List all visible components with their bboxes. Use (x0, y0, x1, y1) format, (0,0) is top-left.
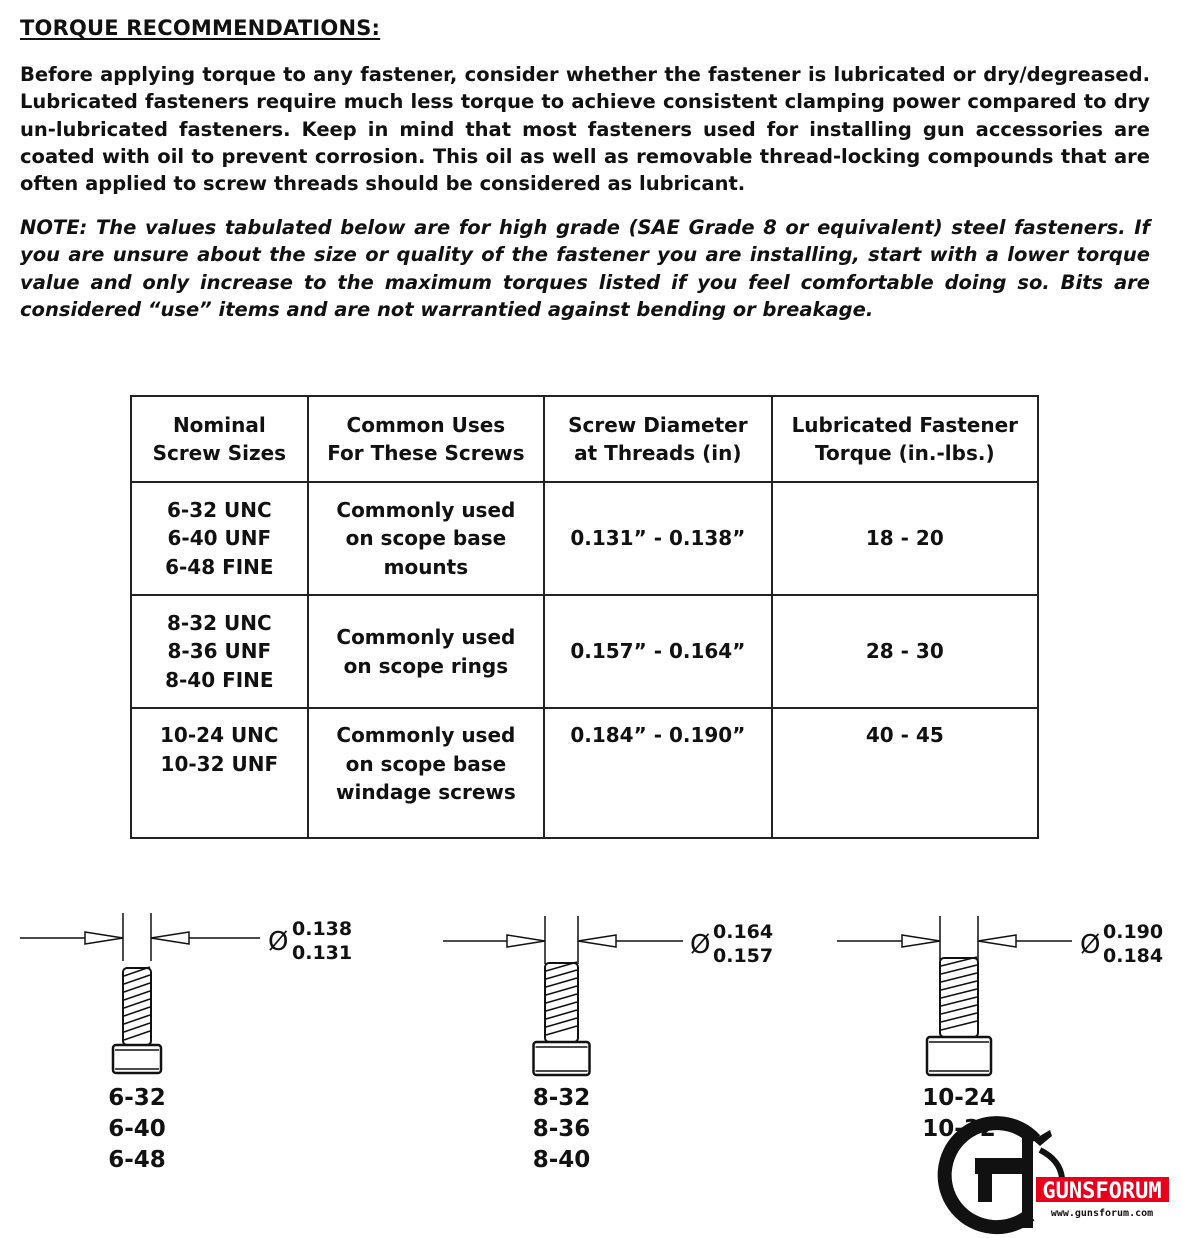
torque-table: Nominal Screw Sizes Common Uses For Thes… (130, 395, 1040, 839)
arrow-left-icon (977, 934, 1017, 948)
thread-line (545, 961, 578, 972)
screw-diagram (20, 913, 260, 1075)
thread-line (123, 966, 151, 977)
thread-line (123, 1006, 151, 1017)
cell-sizes: 6-32 UNC 6-40 UNF 6-48 FINE (130, 481, 309, 596)
thread-line (545, 969, 578, 980)
table-row: 8-32 UNC 8-36 UNF 8-40 FINE Commonly use… (130, 594, 1040, 709)
thread-line (940, 972, 978, 983)
page-title: TORQUE RECOMMENDATIONS: (20, 16, 381, 40)
header-diameter: Screw Diameter at Threads (in) (543, 395, 773, 483)
thread-line (940, 1012, 978, 1023)
thread-line (940, 988, 978, 999)
thread-line (545, 993, 578, 1004)
diameter-icon: Ø (1080, 930, 1100, 960)
screw-size-label: 6-48 (108, 1147, 166, 1173)
thread-line (940, 964, 978, 975)
thread-line (940, 956, 978, 967)
thread-line (545, 1017, 578, 1028)
cell-uses: Commonly used on scope base mounts (306, 481, 546, 596)
arrow-left-icon (150, 931, 190, 945)
thread-line (123, 982, 151, 993)
intro-paragraph: Before applying torque to any fastener, … (20, 63, 1150, 196)
cell-uses: Commonly used on scope base windage scre… (306, 707, 546, 839)
cell-diameter: 0.157” - 0.164” (543, 594, 773, 709)
table-row: 6-32 UNC 6-40 UNF 6-48 FINE Commonly use… (130, 481, 1040, 596)
min-diameter-label: 0.184 (1103, 945, 1163, 967)
arrow-right-icon (84, 931, 124, 945)
thread-line (545, 1025, 578, 1036)
screw-size-label: 6-40 (108, 1116, 166, 1142)
screw-head (532, 1040, 591, 1077)
thread-line (545, 1001, 578, 1012)
thread-line (545, 985, 578, 996)
cell-torque: 28 - 30 (770, 594, 1040, 709)
screw-head (111, 1043, 163, 1075)
thread-line (940, 1004, 978, 1015)
thread-line (123, 998, 151, 1009)
header-screw-sizes: Nominal Screw Sizes (130, 395, 309, 483)
thread-line (545, 977, 578, 988)
arrow-left-icon (577, 934, 617, 948)
thread-line (940, 996, 978, 1007)
header-common-uses: Common Uses For These Screws (306, 395, 546, 483)
arrow-right-icon (506, 934, 546, 948)
screw-size-label: 6-32 (108, 1085, 166, 1111)
diameter-icon: Ø (268, 927, 288, 957)
thread-line (123, 1030, 151, 1041)
max-diameter-label: 0.138 (292, 918, 352, 940)
cell-uses: Commonly used on scope rings (306, 594, 546, 709)
thread-line (940, 980, 978, 991)
thread-line (545, 1009, 578, 1020)
cell-torque: 18 - 20 (770, 481, 1040, 596)
thread-line (123, 1014, 151, 1025)
thread-line (940, 1020, 978, 1031)
screw-head (925, 1035, 993, 1077)
cell-sizes: 10-24 UNC 10-32 UNF (130, 707, 309, 839)
cell-torque: 40 - 45 (770, 707, 1040, 839)
thread-line (123, 1022, 151, 1033)
thread-line (123, 990, 151, 1001)
thread-line (123, 974, 151, 985)
table-header-row: Nominal Screw Sizes Common Uses For Thes… (130, 395, 1040, 483)
table-row: 10-24 UNC 10-32 UNF Commonly used on sco… (130, 707, 1040, 839)
cell-diameter: 0.131” - 0.138” (543, 481, 773, 596)
screw-size-label: 8-40 (533, 1147, 591, 1173)
screw-diagram (837, 916, 1072, 1077)
min-diameter-label: 0.157 (713, 945, 773, 967)
header-torque: Lubricated Fastener Torque (in.-lbs.) (770, 395, 1040, 483)
screw-diagram (443, 916, 683, 1077)
max-diameter-label: 0.164 (713, 921, 773, 943)
note-paragraph: NOTE: The values tabulated below are for… (20, 216, 1150, 321)
min-diameter-label: 0.131 (292, 942, 352, 964)
screw-size-label: 8-32 (533, 1085, 591, 1111)
screw-size-label: 10-32 (922, 1116, 996, 1142)
screw-size-label: 10-24 (922, 1085, 996, 1111)
cell-sizes: 8-32 UNC 8-36 UNF 8-40 FINE (130, 594, 309, 709)
cell-diameter: 0.184” - 0.190” (543, 707, 773, 839)
diameter-icon: Ø (690, 930, 710, 960)
arrow-right-icon (901, 934, 941, 948)
screw-size-label: 8-36 (533, 1116, 591, 1142)
max-diameter-label: 0.190 (1103, 921, 1163, 943)
